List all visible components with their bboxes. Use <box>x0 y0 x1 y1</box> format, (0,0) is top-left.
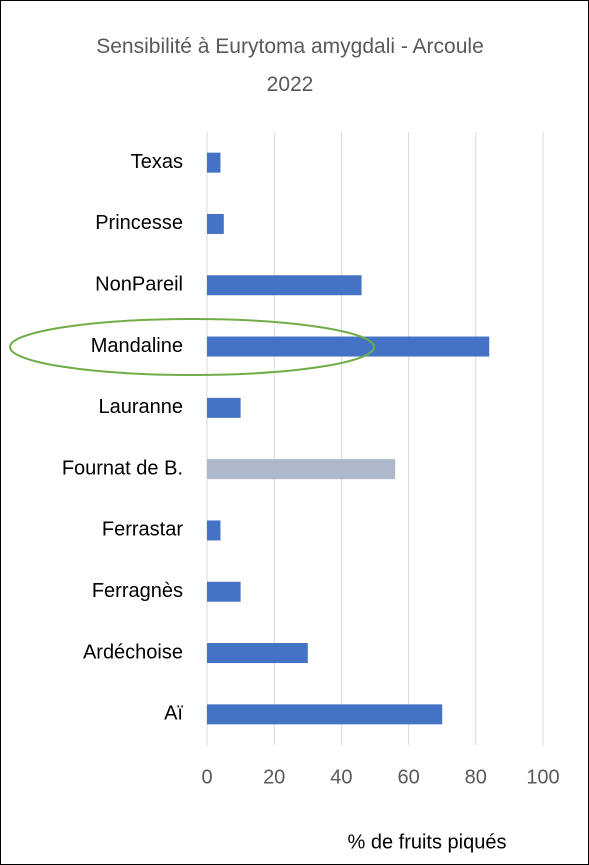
bar <box>207 459 396 480</box>
y-tick-label: Ferrastar <box>102 519 183 541</box>
y-tick-label: NonPareil <box>95 274 183 296</box>
x-tick-label: 40 <box>330 766 352 788</box>
bar <box>207 397 241 418</box>
y-tick-label: Ferragnès <box>92 580 183 602</box>
y-tick-label: Lauranne <box>98 396 183 418</box>
bar <box>207 336 490 357</box>
x-tick-label: 80 <box>465 766 487 788</box>
y-tick-label: Texas <box>131 151 183 173</box>
bar <box>207 704 443 725</box>
bar <box>207 643 308 664</box>
bar <box>207 581 241 602</box>
x-tick-label: 0 <box>201 766 212 788</box>
x-tick-label: 20 <box>263 766 285 788</box>
x-tick-label: 100 <box>526 766 559 788</box>
bar <box>207 520 221 541</box>
bar <box>207 152 221 173</box>
highlight-ellipse <box>9 318 375 376</box>
y-tick-label: Mandaline <box>91 335 183 357</box>
x-axis-label: % de fruits piqués <box>348 831 507 853</box>
chart-title: Sensibilité à Eurytoma amygdali - Arcoul… <box>96 35 484 96</box>
bar <box>207 275 362 296</box>
y-tick-label: Aï <box>164 703 183 725</box>
y-tick-label: Ardéchoise <box>83 641 183 663</box>
y-tick-label: Princesse <box>95 212 183 234</box>
x-tick-label: 60 <box>397 766 419 788</box>
bar <box>207 213 224 234</box>
y-tick-label: Fournat de B. <box>62 457 183 479</box>
